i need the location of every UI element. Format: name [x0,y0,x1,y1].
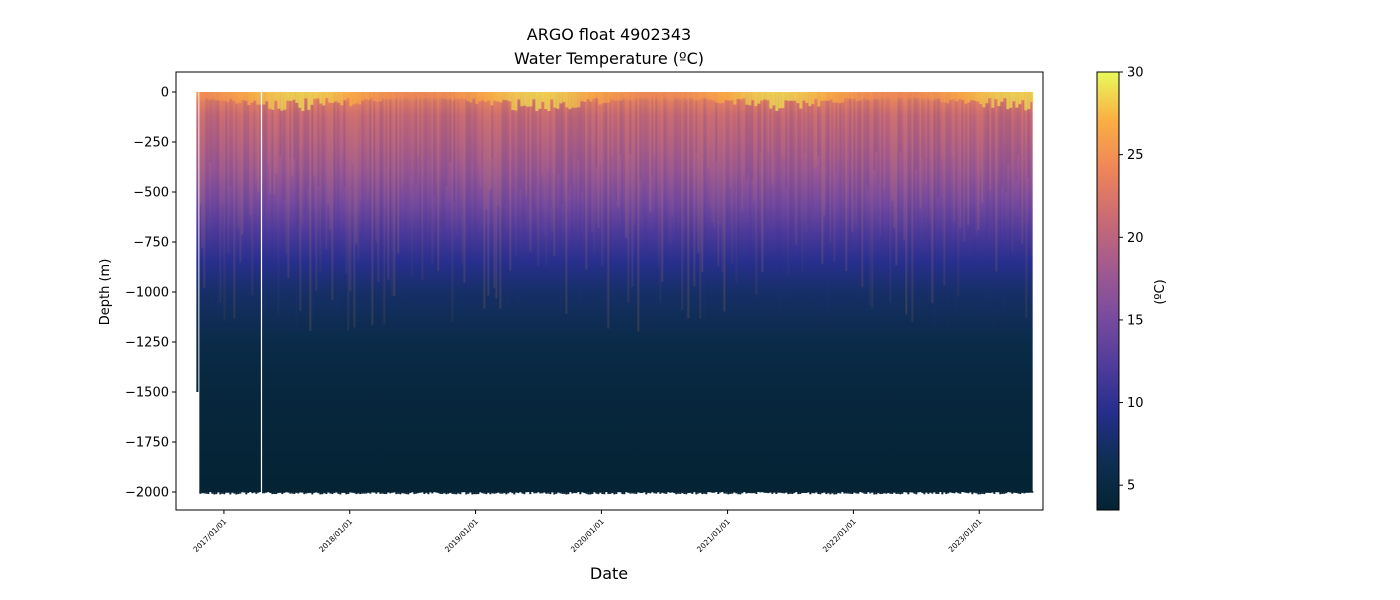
x-axis: 2017/01/01 2018/01/01 2019/01/01 2020/01/01… [191,510,984,554]
y-tick-label: −2000 [125,486,169,501]
x-tick-label: 2020/01/01 [569,517,606,554]
y-tick-label: −1750 [125,436,169,451]
plot-area [175,71,1044,511]
y-tick-label: −500 [133,186,169,201]
y-tick-label: 0 [161,86,169,101]
colorbar-tick-label: 10 [1127,396,1144,411]
colorbar-ticks: 5 10 15 20 25 30 [1119,66,1144,494]
x-tick-label: 2018/01/01 [317,517,354,554]
x-tick-label: 2019/01/01 [443,517,480,554]
colorbar-tick-label: 20 [1127,231,1144,246]
y-axis: 0 −250 −500 −750 −1000 −1250 −1500 −1750 −2000 [125,86,176,501]
colorbar-tick-label: 15 [1127,313,1144,328]
x-tick-label: 2017/01/01 [191,517,228,554]
profile-streaks [199,92,1034,495]
colorbar-tick-label: 5 [1127,479,1135,494]
y-axis-label: Depth (m) [98,259,113,326]
colorbar-tick-label: 25 [1127,148,1144,163]
y-tick-label: −250 [133,136,169,151]
heatmap-layer [196,90,1034,495]
colorbar-gradient [1096,71,1120,511]
colorbar: 5 10 15 20 25 30 (ºC) [1096,66,1168,511]
x-tick-label: 2021/01/01 [695,517,732,554]
plot-frame [175,71,1044,511]
temperature-section [199,92,1033,492]
x-axis-label: Date [590,564,628,583]
y-tick-label: −750 [133,236,169,251]
y-tick-label: −1000 [125,286,169,301]
colorbar-tick-label: 30 [1127,66,1144,81]
chart-title: ARGO float 4902343 [527,25,691,44]
chart-subtitle: Water Temperature (ºC) [514,49,704,68]
x-tick-label: 2022/01/01 [821,517,858,554]
x-tick-label: 2023/01/01 [947,517,984,554]
y-tick-label: −1500 [125,386,169,401]
shallow-profiles [196,92,199,392]
y-tick-label: −1250 [125,336,169,351]
colorbar-label: (ºC) [1153,279,1168,304]
